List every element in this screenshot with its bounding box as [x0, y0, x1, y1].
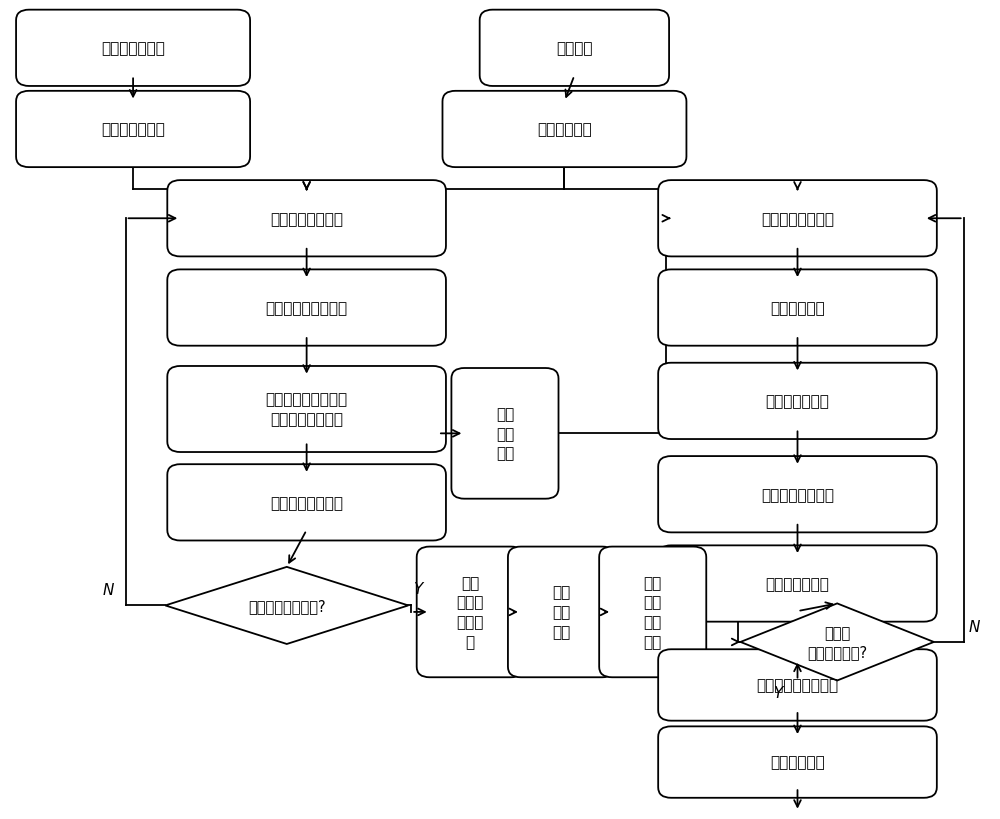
Text: 计算时滞相关度: 计算时滞相关度: [766, 577, 829, 591]
FancyBboxPatch shape: [16, 92, 250, 168]
Polygon shape: [165, 568, 408, 645]
FancyBboxPatch shape: [167, 464, 446, 541]
Text: 构造分组相关矩阵: 构造分组相关矩阵: [270, 211, 343, 227]
Text: 得到
新空
时码
集合: 得到 新空 时码 集合: [644, 575, 662, 649]
FancyBboxPatch shape: [599, 547, 706, 677]
Text: Y: Y: [413, 581, 423, 596]
Text: 提取空时码集合: 提取空时码集合: [101, 41, 165, 57]
FancyBboxPatch shape: [167, 181, 446, 257]
FancyBboxPatch shape: [417, 547, 524, 677]
FancyBboxPatch shape: [658, 545, 937, 622]
FancyBboxPatch shape: [442, 92, 686, 168]
FancyBboxPatch shape: [658, 364, 937, 440]
Text: 已遍历特征量集合?: 已遍历特征量集合?: [248, 598, 326, 613]
Text: 计算特征量函数值: 计算特征量函数值: [270, 495, 343, 510]
FancyBboxPatch shape: [451, 369, 559, 499]
FancyBboxPatch shape: [658, 270, 937, 346]
Text: 计算分组协方差矩阵: 计算分组协方差矩阵: [266, 301, 348, 315]
FancyBboxPatch shape: [658, 726, 937, 798]
Text: 接收信号: 接收信号: [556, 41, 593, 57]
FancyBboxPatch shape: [16, 11, 250, 87]
Text: 获得有效特征值向量
和噪声特征值向量: 获得有效特征值向量 和噪声特征值向量: [266, 392, 348, 427]
FancyBboxPatch shape: [480, 11, 669, 87]
Text: 生成特征量集合: 生成特征量集合: [101, 122, 165, 138]
Text: N: N: [102, 582, 113, 598]
Text: 计算分时相关矩阵: 计算分时相关矩阵: [761, 211, 834, 227]
FancyBboxPatch shape: [658, 181, 937, 257]
Text: 生成并联矩阵: 生成并联矩阵: [537, 122, 592, 138]
FancyBboxPatch shape: [658, 456, 937, 532]
Text: 计算白化矩阵: 计算白化矩阵: [770, 301, 825, 315]
Text: 计算时滞相关范数: 计算时滞相关范数: [761, 487, 834, 502]
Text: N: N: [969, 619, 980, 634]
Text: 计算解相关矩阵: 计算解相关矩阵: [766, 394, 829, 409]
Text: 得到时滞相关度向量: 得到时滞相关度向量: [756, 677, 839, 693]
FancyBboxPatch shape: [658, 649, 937, 721]
Text: 已遍历
新空时码集合?: 已遍历 新空时码集合?: [807, 626, 867, 659]
FancyBboxPatch shape: [167, 270, 446, 346]
Polygon shape: [740, 604, 934, 681]
Text: Y: Y: [773, 685, 783, 699]
FancyBboxPatch shape: [508, 547, 615, 677]
Text: 估计
噪声
功率: 估计 噪声 功率: [496, 406, 514, 461]
FancyBboxPatch shape: [167, 367, 446, 452]
Text: 生成
特征量
集合向
量: 生成 特征量 集合向 量: [457, 575, 484, 649]
Text: 预估
计特
征量: 预估 计特 征量: [552, 585, 571, 640]
Text: 得出判决码型: 得出判决码型: [770, 754, 825, 770]
